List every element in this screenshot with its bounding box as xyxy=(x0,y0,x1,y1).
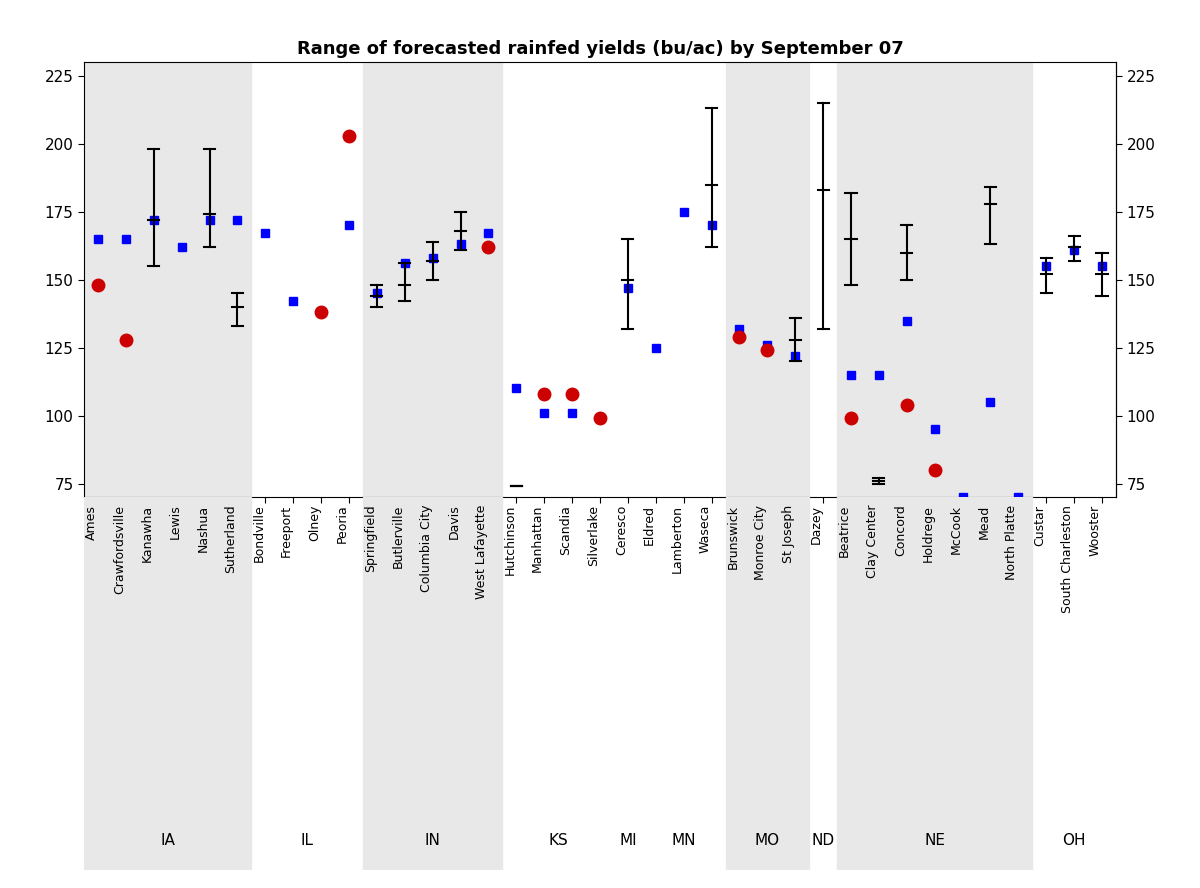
Text: MI: MI xyxy=(619,833,637,848)
Text: Springfield: Springfield xyxy=(364,504,377,573)
Text: Dazey: Dazey xyxy=(810,504,823,543)
Text: Kanawha: Kanawha xyxy=(140,504,154,562)
Bar xyxy=(84,62,251,497)
Text: Davis: Davis xyxy=(448,504,461,540)
Text: Crawfordsville: Crawfordsville xyxy=(113,504,126,594)
Text: North Platte: North Platte xyxy=(1006,504,1019,580)
Text: Beatrice: Beatrice xyxy=(838,504,851,557)
Text: MO: MO xyxy=(755,833,780,848)
Text: Freeport: Freeport xyxy=(280,504,293,557)
Text: Silverlake: Silverlake xyxy=(587,504,600,566)
Text: Clay Center: Clay Center xyxy=(866,504,878,578)
Text: Concord: Concord xyxy=(894,504,907,557)
Text: South Charleston: South Charleston xyxy=(1061,504,1074,613)
Text: Lewis: Lewis xyxy=(169,504,181,540)
Text: Lamberton: Lamberton xyxy=(671,504,684,573)
Text: St Joseph: St Joseph xyxy=(782,504,796,563)
Text: ND: ND xyxy=(811,833,835,848)
Bar xyxy=(362,497,503,870)
Bar xyxy=(838,497,1032,870)
Text: Hutchinson: Hutchinson xyxy=(503,504,516,575)
Text: Wooster: Wooster xyxy=(1090,504,1102,556)
Text: Columbia City: Columbia City xyxy=(420,504,433,592)
Bar xyxy=(838,62,1032,497)
Text: Holdrege: Holdrege xyxy=(922,504,935,561)
Bar xyxy=(726,497,809,870)
Text: Nashua: Nashua xyxy=(197,504,210,551)
Text: MN: MN xyxy=(672,833,696,848)
Text: Mead: Mead xyxy=(978,504,990,539)
Text: Custar: Custar xyxy=(1033,504,1046,545)
Bar xyxy=(362,62,503,497)
Text: Butlerville: Butlerville xyxy=(391,504,404,568)
Bar xyxy=(84,497,251,870)
Text: McCook: McCook xyxy=(949,504,962,554)
Text: Ceresco: Ceresco xyxy=(614,504,628,555)
Text: Manhattan: Manhattan xyxy=(532,504,545,572)
Text: IL: IL xyxy=(301,833,313,848)
Text: NE: NE xyxy=(924,833,946,848)
Text: Brunswick: Brunswick xyxy=(726,504,739,568)
Text: KS: KS xyxy=(548,833,568,848)
Bar xyxy=(726,62,809,497)
Text: Olney: Olney xyxy=(308,504,322,541)
Text: OH: OH xyxy=(1062,833,1086,848)
Text: Peoria: Peoria xyxy=(336,504,349,543)
Text: Bondville: Bondville xyxy=(252,504,265,562)
Text: Scandia: Scandia xyxy=(559,504,572,555)
Text: IN: IN xyxy=(425,833,440,848)
Text: Sutherland: Sutherland xyxy=(224,504,238,574)
Title: Range of forecasted rainfed yields (bu/ac) by September 07: Range of forecasted rainfed yields (bu/a… xyxy=(296,40,904,58)
Text: Waseca: Waseca xyxy=(698,504,712,553)
Text: West Lafayette: West Lafayette xyxy=(475,504,488,599)
Text: IA: IA xyxy=(161,833,175,848)
Text: Ames: Ames xyxy=(85,504,98,540)
Text: Eldred: Eldred xyxy=(643,504,655,544)
Text: Monroe City: Monroe City xyxy=(755,504,767,580)
